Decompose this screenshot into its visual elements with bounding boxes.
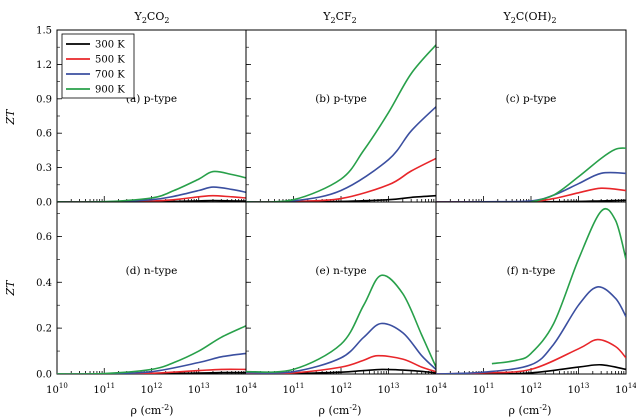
x-axis-label-col3: ρ (cm-2) [509, 403, 552, 417]
x-tick-label: 1014 [235, 382, 257, 396]
y-tick-labels: 0.0 0.3 0.6 0.9 1.2 1.5 0.0 0.2 0.4 0.6 [36, 26, 52, 381]
x-tick-label: 1013 [188, 382, 210, 396]
column-title-y2co2: Y2CO2 [134, 10, 170, 25]
panel-label: (b) p-type [315, 93, 367, 105]
x-axis-label-col1: ρ (cm-2) [131, 403, 174, 417]
panel-label: (d) n-type [126, 265, 178, 277]
x-tick-labels: 1010 1011 1012 1013 1014 1011 1012 1013 1014 1011… [46, 382, 636, 396]
legend-label: 500 K [95, 55, 125, 66]
panel-frame [56, 201, 247, 375]
y-tick-label: 0.6 [36, 232, 52, 243]
column-title-y2coh2: Y2C(OH)2 [502, 10, 556, 25]
series-line-500k [246, 157, 436, 202]
y-tick-label: 1.5 [36, 26, 52, 37]
series-line-300k [57, 371, 246, 374]
y-tick-label: 0.0 [36, 370, 52, 381]
series-group [57, 170, 246, 202]
series-line-300k [246, 194, 436, 202]
panel-d-y2co2-n-type: (d) n-type [56, 201, 247, 375]
series-line-900k [57, 325, 246, 374]
series-group [436, 147, 626, 202]
legend-label: 300 K [95, 40, 125, 51]
panel-label: (c) p-type [506, 93, 557, 105]
series-line-300k [436, 363, 626, 374]
y-tick-label: 0.9 [36, 94, 52, 105]
legend-label: 900 K [95, 85, 125, 96]
panel-frame [245, 29, 437, 203]
x-tick-label: 1013 [378, 382, 400, 396]
series-line-700k [246, 106, 436, 202]
y-tick-label: 0.6 [36, 129, 52, 140]
series-group [436, 207, 626, 374]
x-axis-label-col2: ρ (cm-2) [319, 403, 362, 417]
series-line-500k [436, 338, 626, 374]
x-tick-label: 1014 [615, 382, 636, 396]
series-line-900k [530, 147, 626, 202]
panel-e-y2cf2-n-type: (e) n-type [245, 201, 437, 375]
x-tick-label: 1010 [46, 382, 68, 396]
series-line-900k [246, 44, 436, 202]
x-tick-label: 1011 [283, 382, 305, 396]
y-tick-label: 0.0 [36, 198, 52, 209]
y-tick-label: 0.3 [36, 163, 52, 174]
series-group [246, 44, 436, 202]
y-axis-label-bottom: ZT [4, 279, 17, 297]
x-tick-label: 1012 [330, 382, 352, 396]
x-tick-label: 1011 [93, 382, 115, 396]
panel-label: (e) n-type [315, 265, 366, 277]
x-tick-label: 1011 [473, 382, 495, 396]
series-line-700k [436, 286, 626, 374]
panel-frame [435, 201, 627, 375]
panel-c-y2coh2-p-type: (c) p-type [435, 29, 627, 203]
panel-frame [245, 201, 437, 375]
x-tick-label: 1014 [425, 382, 447, 396]
legend-label: 700 K [95, 70, 125, 81]
y-tick-label: 1.2 [36, 60, 52, 71]
panel-label: (a) p-type [126, 93, 177, 105]
series-line-500k [57, 368, 246, 374]
column-title-y2cf2: Y2CF2 [322, 10, 357, 25]
series-line-700k [57, 352, 246, 374]
series-group [57, 325, 246, 374]
panel-f-y2coh2-n-type: (f) n-type [435, 201, 627, 375]
series-group [246, 274, 436, 374]
panel-frame [435, 29, 627, 203]
y-axis-label-top: ZT [4, 108, 17, 126]
series-line-900k [491, 207, 626, 365]
series-line-700k [246, 322, 436, 374]
x-tick-label: 1013 [568, 382, 590, 396]
series-line-500k [246, 354, 436, 374]
panel-label: (f) n-type [507, 265, 556, 277]
y-tick-label: 0.2 [36, 324, 52, 335]
x-tick-label: 1012 [520, 382, 542, 396]
panel-b-y2cf2-p-type: (b) p-type [245, 29, 437, 203]
series-line-900k [246, 274, 436, 373]
legend: 300 K 500 K 700 K 900 K [61, 33, 135, 99]
x-tick-label: 1012 [141, 382, 163, 396]
y-tick-label: 0.4 [36, 278, 52, 289]
